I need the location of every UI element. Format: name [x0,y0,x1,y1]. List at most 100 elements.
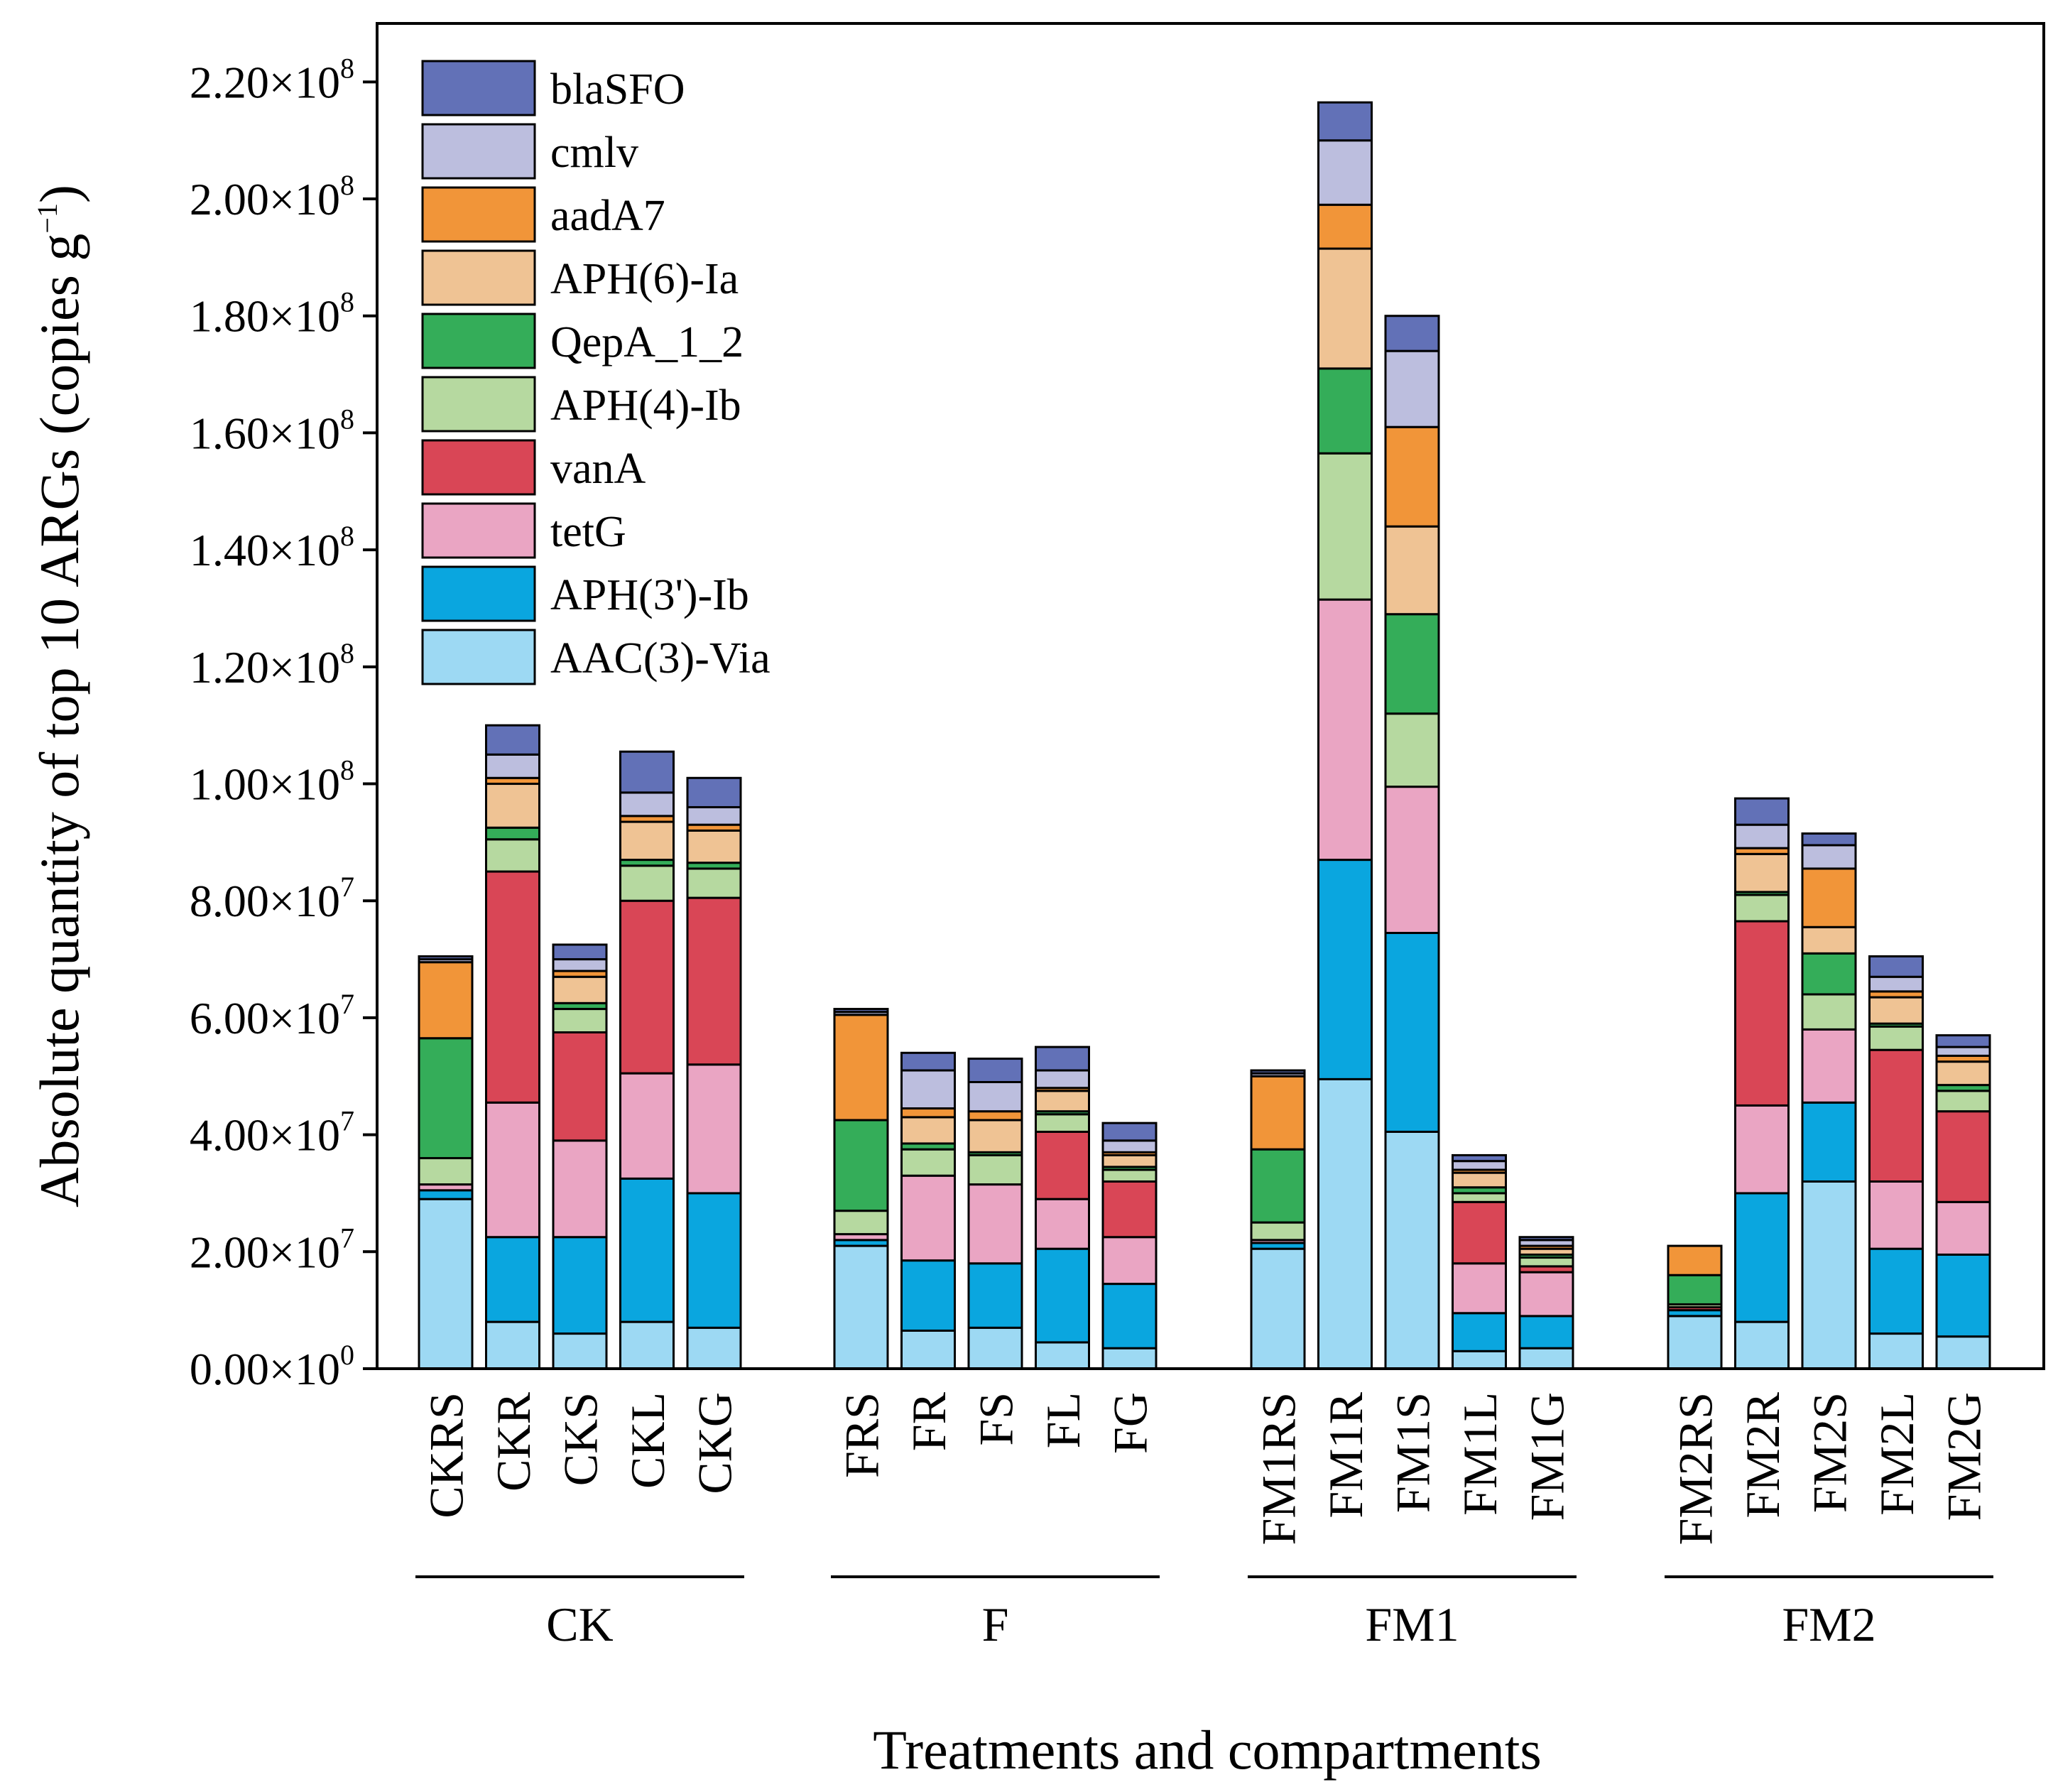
bar-segment-FM2S-AAC-3-Via [1801,1180,1857,1370]
legend-label-APH-6-Ia: APH(6)-Ia [550,255,739,303]
bar-segment-FM2G-APH-4-Ib [1935,1090,1991,1113]
bar-segment-FS-APH-3-Ib [967,1262,1023,1329]
bar-segment-CKRS-APH-4-Ib [418,1157,474,1186]
legend-swatch-APH-6-Ia [421,249,536,306]
x-tick-label-FM1S: FM1S [1386,1392,1440,1513]
bar-segment-CKR-tetG [485,1101,540,1239]
bar-segment-FM2G-tetG [1935,1200,1991,1256]
bar-segment-FM1RS-blaSFO [1250,1069,1306,1075]
group-label-FM1: FM1 [1365,1597,1459,1651]
bar-segment-FM1G-APH-3-Ib [1518,1315,1574,1350]
bar-segment-FL-blaSFO [1035,1046,1090,1072]
bar-segment-CKG-AAC-3-Via [686,1326,742,1370]
bar-segment-FM2S-aadA7 [1801,867,1857,928]
bar-segment-FRS-AAC-3-Via [833,1244,889,1370]
bar-segment-FR-APH-3-Ib [900,1259,956,1332]
legend-label-aadA7: aadA7 [550,192,665,240]
legend-swatch-vanA [421,439,536,496]
x-tick-label-CKR: CKR [486,1391,540,1491]
bar-segment-FM2L-tetG [1868,1180,1924,1250]
bar-segment-FM1R-cmlv [1317,139,1373,206]
bar-segment-CKG-vanA [686,896,742,1066]
x-axis: CKRS CKR CKS CKL CKG FRS FR FS FL FG FM1RS FM1R FM1S… [415,1391,1993,1651]
bar-segment-FRS-QepA-1-2 [833,1119,889,1212]
bar-segment-FM2G-blaSFO [1935,1034,1991,1048]
y-tick-exponent: 7 [340,988,354,1020]
y-tick-label: 6.00×107 [190,988,354,1043]
x-tick-label-CKRS: CKRS [420,1392,474,1519]
bar-segment-FM2G-APH-6-Ia [1935,1060,1991,1087]
y-tick-mantissa: 1.60×10 [190,408,340,458]
bar-segment-FM1S-aadA7 [1384,425,1440,528]
bar-segment-CKRS-AAC-3-Via [418,1198,474,1370]
bar-segment-CKG-APH-6-Ia [686,829,742,864]
bar-segment-CKS-APH-6-Ia [552,975,608,1004]
bar-segment-FM1L-APH-6-Ia [1452,1171,1507,1189]
bar-segment-FM1G-tetG [1518,1271,1574,1318]
y-tick-mantissa: 1.00×10 [190,759,340,810]
x-tick-label-FM2G: FM2G [1937,1392,1991,1521]
bar-segment-CKR-APH-3-Ib [485,1236,540,1323]
y-tick-label: 1.00×108 [190,754,354,810]
y-tick-mantissa: 2.00×10 [190,174,340,224]
x-tick-label-CKL: CKL [621,1392,675,1489]
bar-segment-FG-blaSFO [1101,1122,1158,1142]
legend-swatch-APH-4-Ib [421,376,536,433]
bar-segment-FM1S-cmlv [1384,349,1440,428]
bar-segment-CKRS-APH-3-Ib [418,1189,474,1200]
y-tick-exponent: 8 [340,754,354,786]
x-tick-label-FM1RS: FM1RS [1252,1392,1306,1545]
bar-segment-FM2S-blaSFO [1801,832,1857,847]
bar-segment-FM1L-vanA [1452,1200,1507,1265]
bar-segment-FM1L-tetG [1452,1262,1507,1315]
bar-segment-FM2RS-QepA-1-2 [1667,1274,1723,1305]
bar-segment-CKS-vanA [552,1031,608,1142]
y-tick-exponent: 8 [340,52,354,84]
bar-segment-FM1S-APH-3-Ib [1384,932,1440,1133]
legend-label-blaSFO: blaSFO [550,65,685,114]
y-tick-exponent: 8 [340,520,354,552]
legend-swatch-cmlv [421,123,536,180]
legend-swatch-aadA7 [421,186,536,243]
bar-segment-CKR-APH-6-Ia [485,783,540,829]
bar-segment-FM2S-APH-3-Ib [1801,1101,1857,1183]
group-label-FM2: FM2 [1782,1597,1875,1651]
bar-segment-FL-APH-3-Ib [1035,1247,1090,1344]
bar-segment-FS-blaSFO [967,1058,1023,1083]
bar-segment-FR-AAC-3-Via [900,1329,956,1370]
y-tick-exponent: 8 [340,169,354,201]
y-tick-mantissa: 2.00×10 [190,1227,340,1277]
y-tick-exponent: 7 [340,871,354,903]
bar-segment-CKG-cmlv [686,805,742,826]
y-tick-mantissa: 0.00×10 [190,1344,340,1394]
legend-swatch-APH-3-Ib [421,565,536,622]
bar-segment-FM2L-APH-6-Ia [1868,996,1924,1025]
bar-segment-FR-blaSFO [900,1051,956,1072]
bar-segment-FRS-aadA7 [833,1014,889,1122]
legend-label-vanA: vanA [550,445,646,493]
bar-segment-CKL-APH-6-Ia [619,820,675,862]
y-tick-mantissa: 1.40×10 [190,525,340,575]
bar-segment-FM1RS-AAC-3-Via [1250,1247,1306,1370]
bar-segment-FM2L-AAC-3-Via [1868,1332,1924,1370]
bar-segment-FM1R-QepA-1-2 [1317,367,1373,455]
bar-segment-FG-APH-3-Ib [1101,1283,1158,1350]
bar-segment-FM1S-blaSFO [1384,315,1440,352]
bar-segment-FM2L-APH-3-Ib [1868,1247,1924,1335]
bar-segment-FM1S-APH-6-Ia [1384,525,1440,616]
y-axis-title-end: ) [28,185,90,203]
bar-segment-CKR-QepA-1-2 [485,826,540,841]
y-axis-title-main: Absolute quantity of top 10 ARGs (copies… [28,234,90,1207]
bar-segment-FL-APH-6-Ia [1035,1090,1090,1113]
y-tick-mantissa: 4.00×10 [190,1110,340,1161]
plot-frame [376,22,2045,1370]
group-label-F: F [982,1597,1009,1651]
y-tick-label: 1.80×108 [190,286,354,342]
x-tick-label-FRS: FRS [835,1392,889,1478]
bar-segment-FM2R-APH-3-Ib [1734,1192,1790,1323]
y-tick-exponent: 8 [340,286,354,318]
y-tick-exponent: 8 [340,403,354,435]
bar-segment-FM2L-APH-4-Ib [1868,1025,1924,1051]
y-axis-title: Absolute quantity of top 10 ARGs (copies… [28,185,90,1207]
bar-segment-FM1S-APH-4-Ib [1384,712,1440,788]
